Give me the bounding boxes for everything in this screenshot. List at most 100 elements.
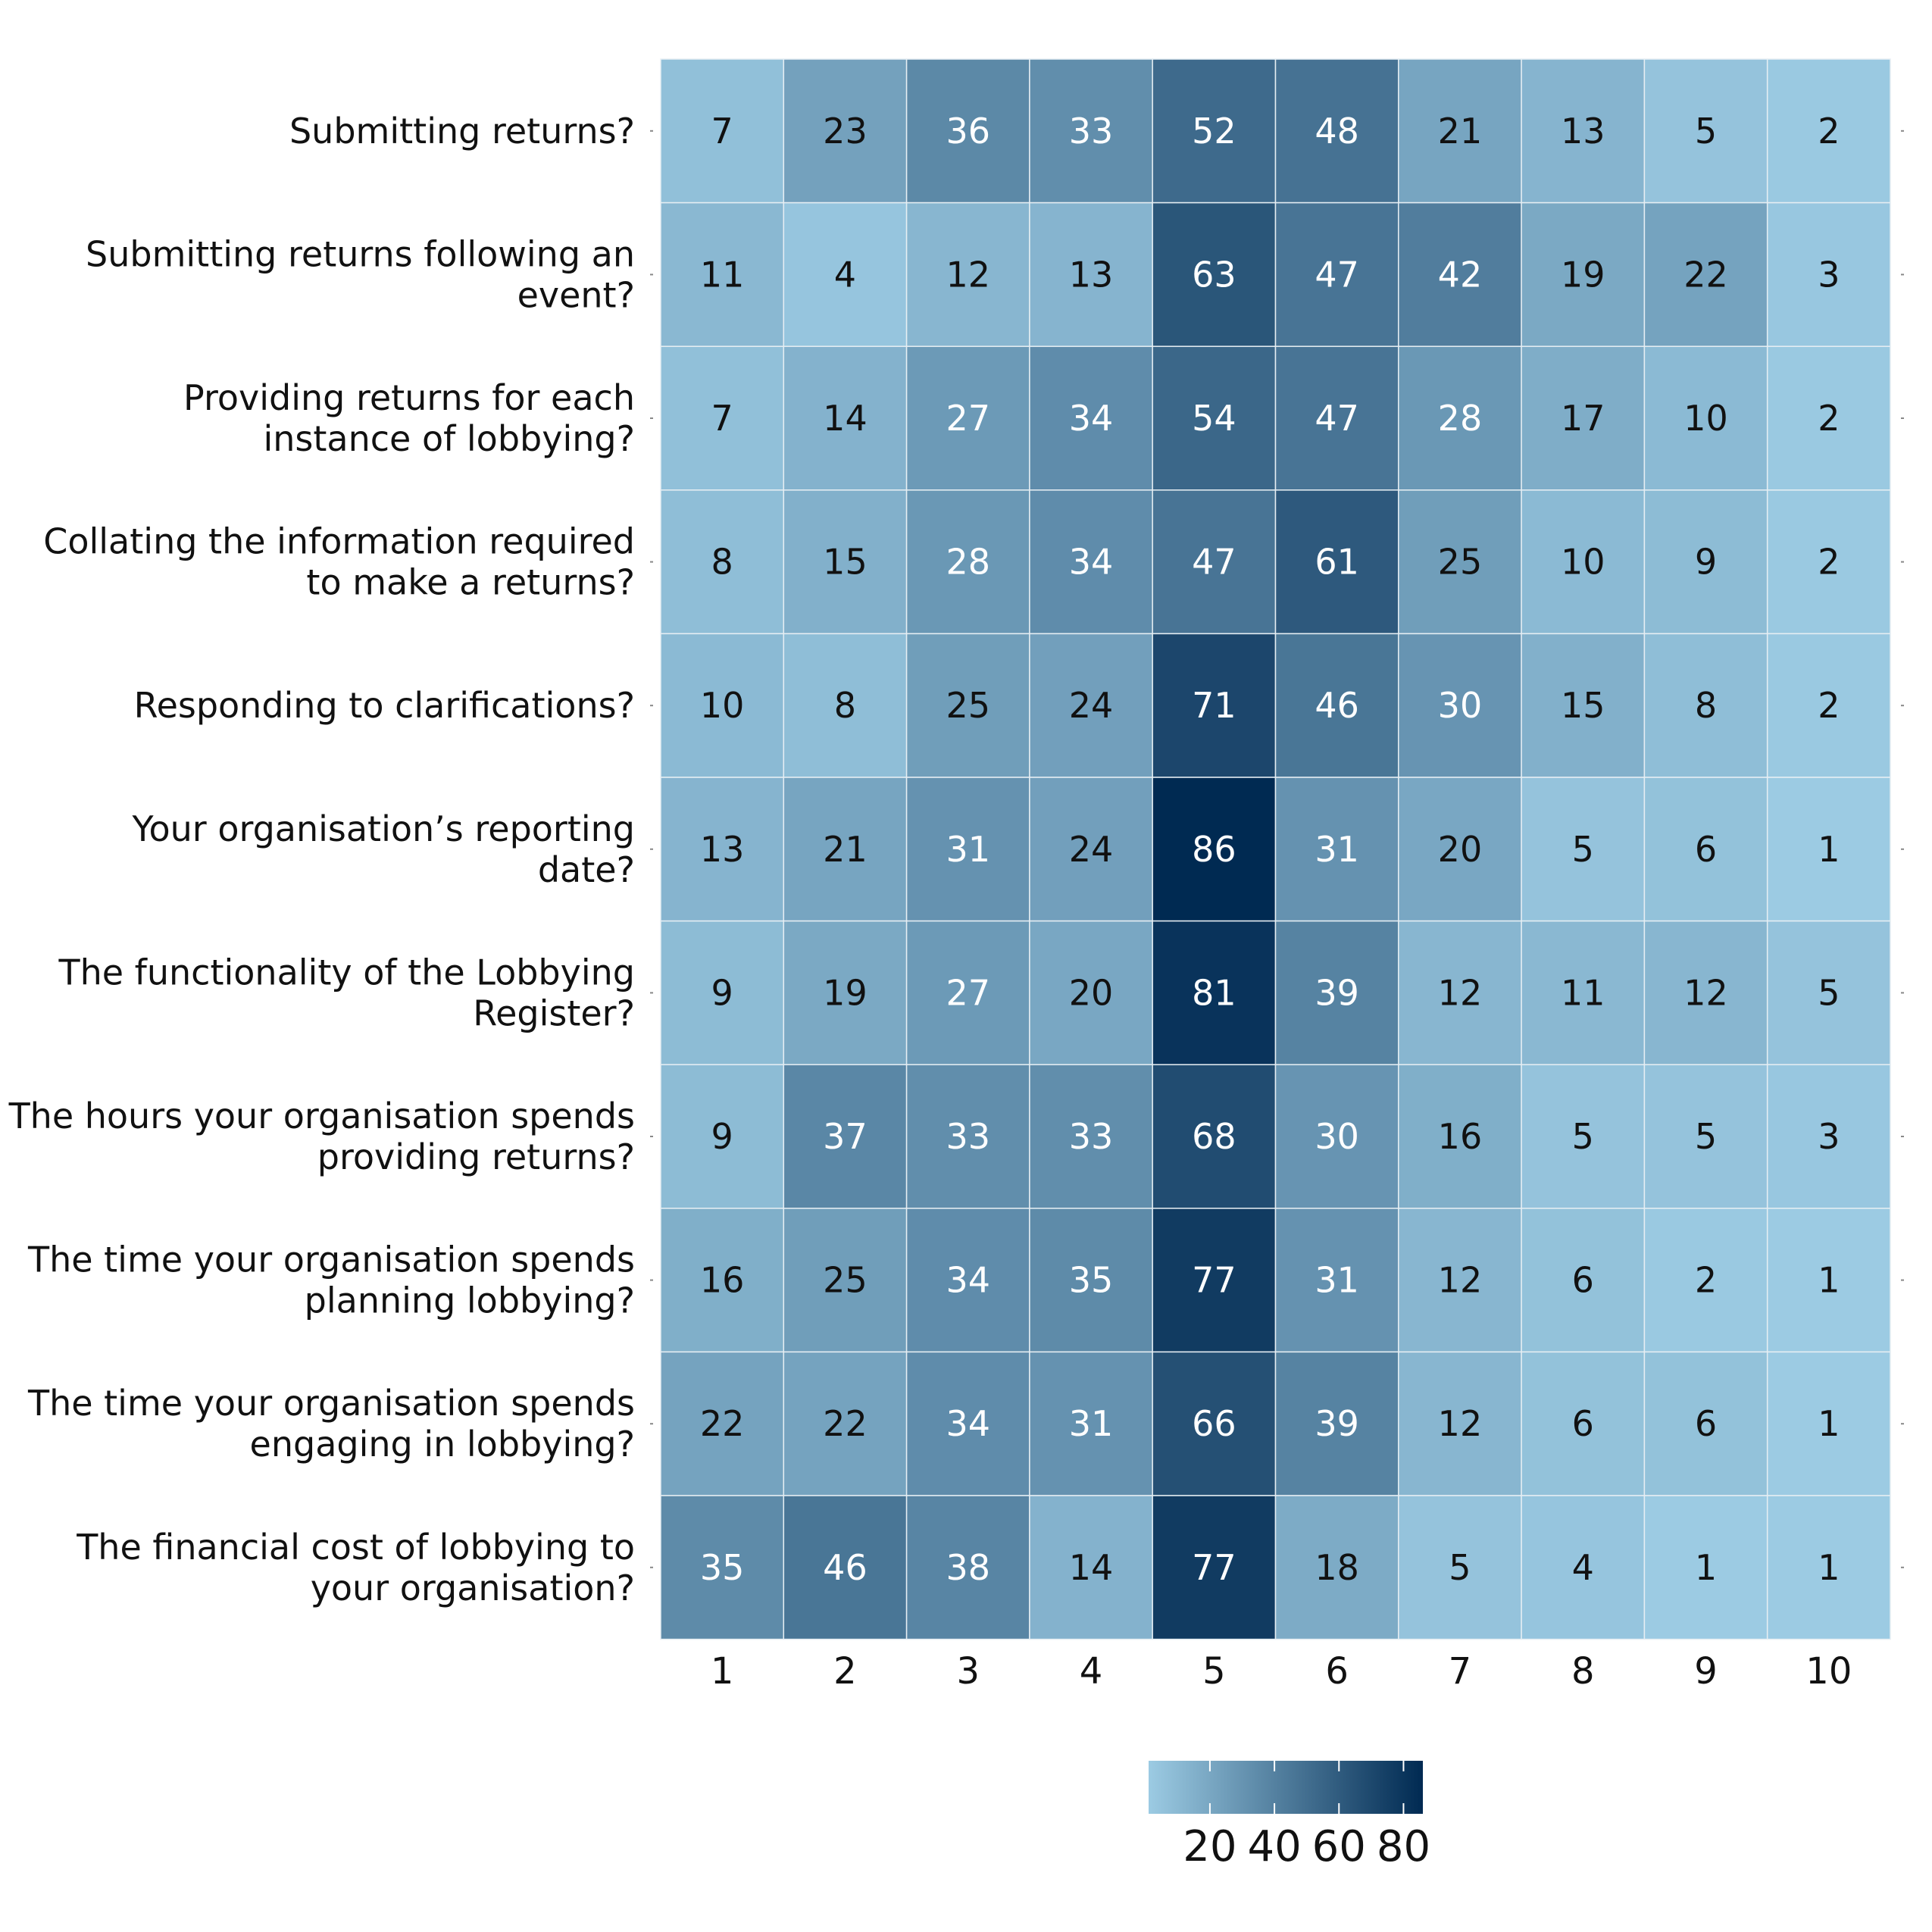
heatmap-cell — [1274, 1495, 1399, 1640]
right-tick-mark — [1901, 417, 1904, 419]
heatmap-cell — [660, 58, 785, 204]
heatmap-cell — [783, 345, 908, 491]
cell-value-label: 46 — [1315, 685, 1359, 726]
heatmap-cell — [905, 345, 1030, 491]
cell-value-label: 7 — [711, 111, 733, 152]
right-tick-mark — [1901, 1279, 1904, 1281]
cell-value-label: 7 — [711, 398, 733, 439]
row-tick-mark — [650, 1423, 653, 1425]
row-label: Submitting returns following an — [86, 233, 635, 274]
cell-value-label: 52 — [1192, 111, 1236, 152]
heatmap-cell — [905, 633, 1030, 778]
heatmap-cell — [1643, 202, 1768, 347]
row-label: Collating the information required — [43, 521, 635, 562]
heatmap-cell — [1643, 777, 1768, 922]
row-labels: Submitting returns? Submitting returns fo… — [8, 111, 653, 1608]
cell-value-label: 1 — [1818, 829, 1840, 870]
heatmap-cell — [1766, 58, 1891, 204]
heatmap-cell — [1398, 345, 1522, 491]
heatmap-cell — [1521, 920, 1646, 1065]
cell-value-label: 22 — [700, 1403, 745, 1444]
row-label: engaging in lobbying? — [250, 1424, 635, 1465]
cell-value-label: 33 — [1069, 111, 1114, 152]
row-label: to make a returns? — [306, 562, 635, 603]
row-label: Submitting returns? — [289, 111, 635, 152]
heatmap-cell — [1029, 1495, 1153, 1640]
row-label: The time your organisation spends — [27, 1240, 635, 1280]
cell-value-label: 14 — [823, 398, 868, 439]
cell-value-label: 5 — [1695, 1116, 1717, 1157]
legend-tick-label: 60 — [1312, 1822, 1366, 1871]
x-axis-ticks: 1 2 3 4 5 6 7 8 9 10 — [711, 1650, 1852, 1693]
heatmap-cell — [1029, 1064, 1153, 1209]
cell-value-label: 5 — [1695, 111, 1717, 152]
cell-value-label: 68 — [1192, 1116, 1236, 1157]
heatmap-cell — [1398, 489, 1522, 635]
cell-value-label: 25 — [823, 1260, 868, 1301]
row-label: The hours your organisation spends — [8, 1096, 635, 1136]
heatmap-cell — [1766, 1064, 1891, 1209]
x-tick-label: 10 — [1805, 1650, 1852, 1693]
cell-value-label: 28 — [946, 542, 990, 583]
heatmap-cell — [783, 1208, 908, 1353]
heatmap-cell — [783, 202, 908, 347]
cell-value-label: 8 — [1695, 685, 1717, 726]
heatmap-cell — [1274, 1351, 1399, 1496]
cell-value-label: 1 — [1695, 1547, 1717, 1588]
cell-value-label: 47 — [1315, 254, 1359, 295]
row-tick-mark — [650, 561, 653, 563]
row-tick-mark — [650, 705, 653, 707]
cell-value-label: 22 — [1683, 254, 1728, 295]
cell-value-label: 2 — [1818, 111, 1840, 152]
heatmap-cell — [1398, 202, 1522, 347]
x-tick-label: 7 — [1449, 1650, 1472, 1693]
row-label: date? — [538, 849, 635, 890]
cell-value-label: 16 — [700, 1260, 745, 1301]
cell-value-label: 4 — [1572, 1547, 1594, 1588]
cell-value-label: 6 — [1695, 1403, 1717, 1444]
heatmap-cell — [1029, 202, 1153, 347]
right-tick-mark — [1901, 274, 1904, 276]
heatmap-cell — [1152, 633, 1277, 778]
cell-value-label: 30 — [1315, 1116, 1359, 1157]
heatmap-cell — [783, 1064, 908, 1209]
cell-value-label: 31 — [1315, 1260, 1359, 1301]
heatmap-cell — [1274, 1208, 1399, 1353]
cell-value-label: 2 — [1695, 1260, 1717, 1301]
right-tick-mark — [1901, 1566, 1904, 1568]
x-tick-label: 1 — [711, 1650, 734, 1693]
cell-value-label: 2 — [1818, 398, 1840, 439]
cell-value-label: 54 — [1192, 398, 1236, 439]
cell-value-label: 61 — [1315, 542, 1359, 583]
cell-value-label: 8 — [711, 542, 733, 583]
cell-value-label: 21 — [823, 829, 868, 870]
row-tick-mark — [650, 1566, 653, 1568]
heatmap-cell — [1398, 1064, 1522, 1209]
heatmap-cell — [1274, 920, 1399, 1065]
heatmap-cell — [905, 58, 1030, 204]
cell-value-label: 10 — [1561, 542, 1605, 583]
cell-value-label: 9 — [711, 972, 733, 1013]
cell-value-label: 86 — [1192, 829, 1236, 870]
cell-value-label: 1 — [1818, 1403, 1840, 1444]
heatmap-cell — [783, 1351, 908, 1496]
heatmap-cell — [1398, 633, 1522, 778]
cell-value-label: 16 — [1438, 1116, 1483, 1157]
heatmap-cell — [1766, 345, 1891, 491]
cell-value-label: 25 — [1438, 542, 1483, 583]
cell-value-label: 24 — [1069, 829, 1114, 870]
heatmap-cell — [1029, 777, 1153, 922]
row-label: planning lobbying? — [305, 1280, 635, 1321]
heatmap-cell — [1766, 1208, 1891, 1353]
cell-value-label: 34 — [1069, 398, 1114, 439]
right-tick-mark — [1901, 705, 1904, 707]
heatmap-cell — [1274, 633, 1399, 778]
cell-value-label: 5 — [1572, 1116, 1594, 1157]
cell-value-label: 12 — [1438, 972, 1483, 1013]
heatmap-cell — [1643, 1208, 1768, 1353]
cell-value-label: 11 — [700, 254, 745, 295]
cell-value-label: 3 — [1818, 1116, 1840, 1157]
heatmap-cell — [1152, 58, 1277, 204]
row-label: The time your organisation spends — [27, 1383, 635, 1424]
